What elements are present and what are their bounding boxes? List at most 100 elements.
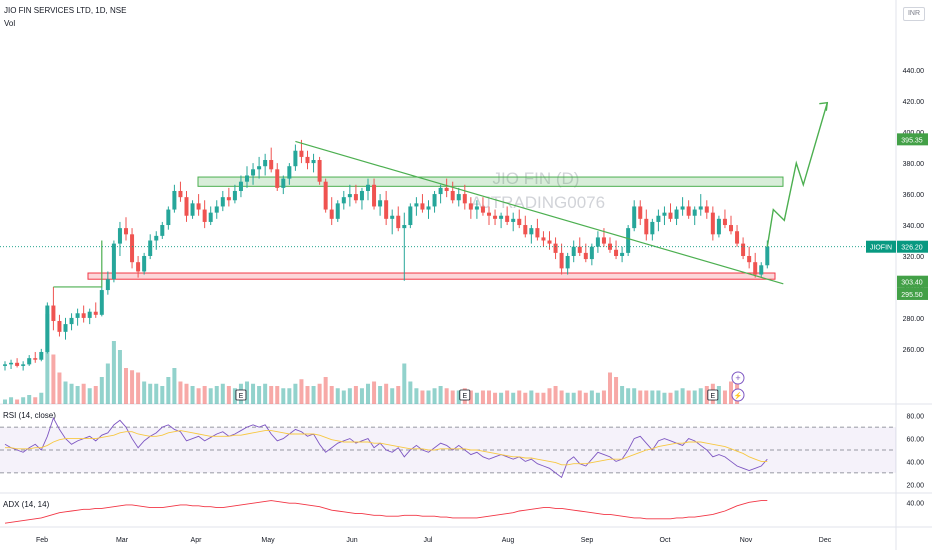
candle-body <box>589 246 594 260</box>
price-label-bg <box>897 287 928 300</box>
add-event-button <box>731 371 745 385</box>
price-tick: 440.00 <box>903 68 925 75</box>
candle-body <box>214 206 219 213</box>
adx-pane[interactable]: ADX (14, 14) 40.00 <box>3 500 924 524</box>
candle-body <box>275 169 280 188</box>
candle-body <box>45 305 50 352</box>
rsi-legend[interactable]: RSI (14, close) <box>3 411 56 420</box>
volume-bar <box>317 383 322 404</box>
volume-bar <box>117 350 122 404</box>
volume-bar <box>3 399 7 404</box>
candle-body <box>287 166 292 179</box>
volume-bar <box>674 390 679 404</box>
volume-bars <box>3 314 740 404</box>
earnings-marker-label: E <box>711 393 716 400</box>
candle-body <box>620 252 625 256</box>
volume-bar <box>589 390 594 404</box>
price-axis[interactable]: 440.00420.00400.00380.00360.00340.00320.… <box>903 68 925 354</box>
candle-body <box>535 228 540 238</box>
candle-body <box>450 190 455 201</box>
volume-bar <box>263 383 268 404</box>
candle-body <box>87 311 92 318</box>
volume-bar <box>535 392 540 404</box>
candle-body <box>747 255 752 263</box>
time-tick: May <box>261 537 275 544</box>
volume-bar <box>384 383 389 404</box>
candle-body <box>480 206 485 213</box>
volume-bar <box>178 381 183 404</box>
volume-bar <box>529 390 534 404</box>
price-tick: 420.00 <box>903 99 925 106</box>
candle-body <box>311 160 316 164</box>
rsi-pane[interactable]: RSI (14, close) 80.00 60.00 40.00 20.00 <box>0 411 924 489</box>
volume-bar <box>680 388 685 404</box>
candle-body <box>662 212 667 216</box>
time-tick: Feb <box>36 537 48 544</box>
volume-bar <box>505 390 510 404</box>
projection-arrowhead <box>819 101 829 111</box>
volume-bar <box>372 381 377 404</box>
candle-body <box>716 218 721 235</box>
time-tick: Jun <box>346 537 357 544</box>
volume-bar <box>716 386 721 404</box>
volume-bar <box>136 372 141 404</box>
volume-bar <box>601 390 606 404</box>
candle-body <box>117 228 122 244</box>
candle-body <box>474 206 479 210</box>
breakout-box <box>53 240 103 288</box>
volume-bar <box>311 386 316 404</box>
candle-body <box>414 203 419 207</box>
price-tick: 380.00 <box>903 161 925 168</box>
currency-selector[interactable]: INR <box>903 7 925 21</box>
volume-bar <box>704 386 709 404</box>
volume-bar <box>45 314 50 404</box>
volume-bar <box>39 392 44 404</box>
volume-bar <box>220 383 225 404</box>
volume-bar <box>251 383 256 404</box>
candle-body <box>124 228 128 235</box>
volume-bar <box>480 390 485 404</box>
volume-bar <box>662 392 667 404</box>
candle-body <box>644 218 649 235</box>
candle-body <box>299 150 304 157</box>
volume-bar <box>148 383 153 404</box>
candle-body <box>668 212 673 219</box>
candle-body <box>323 181 328 210</box>
volume-bar <box>124 368 128 404</box>
rsi-tick: 20.00 <box>906 482 924 489</box>
time-tick: Sep <box>581 537 594 544</box>
symbol-title[interactable]: JIO FIN SERVICES LTD, 1D, NSE <box>4 6 127 15</box>
volume-bar <box>329 386 334 404</box>
volume-bar <box>202 386 207 404</box>
candle-body <box>468 203 473 210</box>
candle-body <box>438 187 443 195</box>
volume-bar <box>335 388 340 404</box>
zones[interactable] <box>87 176 784 280</box>
time-tick: Oct <box>660 537 671 544</box>
candle-body <box>529 228 534 235</box>
price-tick: 340.00 <box>903 223 925 230</box>
candle-body <box>142 255 147 272</box>
volume-bar <box>208 388 213 404</box>
candle-body <box>686 206 691 216</box>
price-label-bg <box>897 275 928 288</box>
volume-bar <box>111 341 116 404</box>
drawings[interactable] <box>53 101 829 288</box>
candle-body <box>565 255 570 269</box>
volume-bar <box>420 390 425 404</box>
trendline <box>295 140 784 285</box>
candle-body <box>741 243 746 256</box>
candle-body <box>493 215 498 219</box>
price-tick: 360.00 <box>903 192 925 199</box>
adx-legend[interactable]: ADX (14, 14) <box>3 500 50 509</box>
candle-body <box>93 311 98 315</box>
volume-bar <box>626 388 631 404</box>
adx-tick: 40.00 <box>906 500 924 507</box>
time-axis[interactable]: Feb Mar Apr May Jun Jul Aug Sep Oct Nov Dec <box>36 537 832 544</box>
price-tick: 260.00 <box>903 347 925 354</box>
candle-body <box>172 190 177 210</box>
price-label: 395.35 <box>901 137 923 144</box>
volume-bar <box>81 383 86 404</box>
event-markers[interactable]: E E E + ⚡ <box>235 371 745 402</box>
